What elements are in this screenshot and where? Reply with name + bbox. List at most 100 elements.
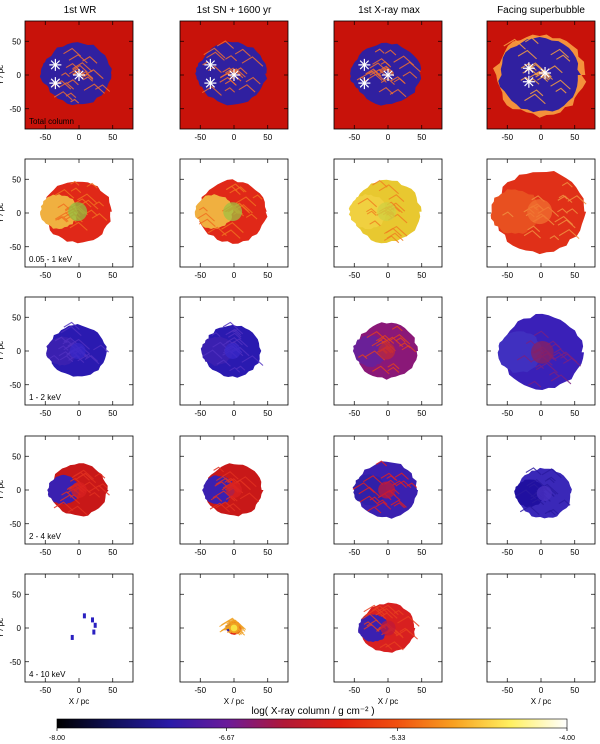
panel: -50 0 50 xyxy=(333,435,443,557)
filament xyxy=(229,366,241,373)
filament xyxy=(209,502,230,513)
filament xyxy=(232,328,244,335)
y-tick-label: 50 xyxy=(12,175,21,184)
x-tick-label: 50 xyxy=(263,686,272,695)
core-spot xyxy=(536,485,552,501)
filament xyxy=(372,365,390,375)
core-spot xyxy=(378,342,396,360)
row-label: 4 - 10 keV xyxy=(29,670,66,679)
x-tick-label: 0 xyxy=(77,133,82,142)
filament xyxy=(219,76,236,86)
filament xyxy=(83,83,105,94)
filament xyxy=(378,65,394,74)
x-tick-label: 50 xyxy=(108,686,117,695)
filament xyxy=(523,229,541,239)
filament xyxy=(546,476,556,482)
x-tick-label: -50 xyxy=(348,548,360,557)
filament xyxy=(380,61,390,66)
filament xyxy=(547,65,563,74)
bubble-cap xyxy=(358,614,389,643)
filament xyxy=(216,359,231,367)
filament xyxy=(98,483,108,489)
bubble-cap xyxy=(490,189,541,234)
filament xyxy=(502,211,514,218)
panel-frame xyxy=(486,573,596,683)
filament xyxy=(241,355,264,366)
core-spot xyxy=(224,343,241,359)
panel: -50 0 50 50 0 -50 Y / pc 0.05 - 1 keV xyxy=(0,158,134,280)
core-spot xyxy=(71,482,87,498)
filament xyxy=(525,37,539,45)
filament xyxy=(388,334,411,345)
filament xyxy=(215,501,236,512)
core-spot xyxy=(527,199,553,225)
x-tick-label: -50 xyxy=(39,409,51,418)
bubble-cap xyxy=(40,194,79,229)
filament xyxy=(396,480,412,489)
filament xyxy=(245,76,261,85)
row-label: Total column xyxy=(29,117,74,126)
filament xyxy=(94,201,105,207)
filament xyxy=(366,208,377,214)
filament xyxy=(198,218,216,227)
filament xyxy=(558,194,568,200)
y-tick-label: 50 xyxy=(12,313,21,322)
filament xyxy=(402,71,418,79)
filament xyxy=(252,194,263,200)
filament xyxy=(61,72,70,77)
y-tick-label: -50 xyxy=(9,520,21,529)
filament xyxy=(386,232,404,242)
filament xyxy=(529,89,544,97)
filament xyxy=(245,213,258,220)
star-marker xyxy=(522,62,535,75)
filament xyxy=(369,62,387,72)
filament xyxy=(235,196,257,207)
panel: -50 0 50 xyxy=(486,435,596,557)
filament xyxy=(369,220,381,227)
filament xyxy=(550,48,569,58)
star-marker xyxy=(358,77,371,90)
y-tick-label: -50 xyxy=(9,381,21,390)
core-spot xyxy=(531,341,554,364)
filament xyxy=(366,330,387,341)
x-tick-label: 50 xyxy=(108,548,117,557)
filament xyxy=(241,56,264,67)
filament xyxy=(59,82,75,90)
panel: -50 0 50 50 0 -50 Y / pc 4 - 10 keV X / pc xyxy=(0,573,134,706)
filament xyxy=(550,374,572,385)
x-tick-label: 0 xyxy=(77,548,82,557)
core-center xyxy=(230,624,238,632)
filament xyxy=(567,195,587,205)
x-tick-label: 50 xyxy=(417,548,426,557)
filament xyxy=(227,618,238,624)
x-tick-label: -50 xyxy=(194,133,206,142)
x-tick-label: -50 xyxy=(39,686,51,695)
row-label: 1 - 2 keV xyxy=(29,393,62,402)
x-tick-label: -50 xyxy=(39,133,51,142)
y-tick-label: 0 xyxy=(17,209,22,218)
filament xyxy=(525,340,536,346)
y-axis-label: Y / pc xyxy=(0,341,5,361)
y-axis-label: Y / pc xyxy=(0,480,5,500)
filament xyxy=(53,91,73,101)
filament xyxy=(224,87,236,93)
x-tick-label: -50 xyxy=(501,133,513,142)
row-label: 0.05 - 1 keV xyxy=(29,255,73,264)
filament xyxy=(556,54,571,62)
filament xyxy=(234,186,247,193)
filament xyxy=(557,219,576,229)
filament xyxy=(213,466,225,473)
colorbar-label: log( X-ray column / g cm⁻² ) xyxy=(251,706,374,717)
colorbar: log( X-ray column / g cm⁻² ) -8.00 -6.67 -… xyxy=(49,706,575,742)
star-marker xyxy=(382,69,394,81)
column-title: 1st WR xyxy=(64,5,97,16)
x-tick-label: -50 xyxy=(348,133,360,142)
panel: -50 0 50 xyxy=(179,435,289,557)
filament xyxy=(516,355,533,363)
filament xyxy=(54,188,75,199)
filament xyxy=(57,216,69,222)
star-marker xyxy=(49,58,62,71)
filament xyxy=(84,355,99,362)
filament xyxy=(503,38,526,50)
filament xyxy=(58,351,73,359)
